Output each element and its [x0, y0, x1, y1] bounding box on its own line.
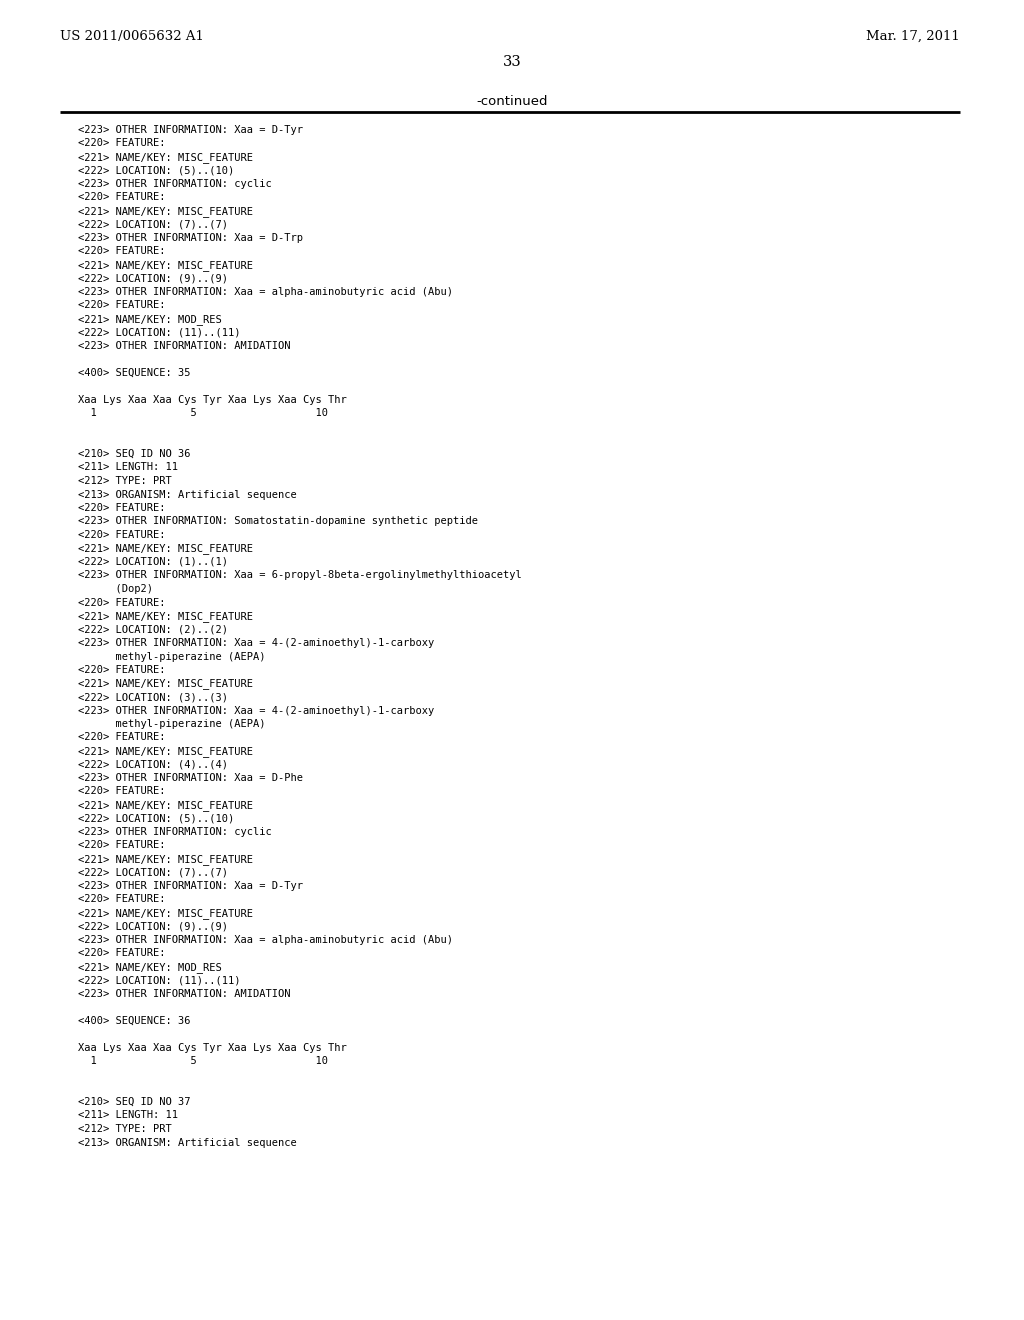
- Text: <222> LOCATION: (5)..(10): <222> LOCATION: (5)..(10): [78, 813, 234, 824]
- Text: Mar. 17, 2011: Mar. 17, 2011: [866, 30, 961, 44]
- Text: 1               5                   10: 1 5 10: [78, 408, 328, 418]
- Text: <223> OTHER INFORMATION: Xaa = alpha-aminobutyric acid (Abu): <223> OTHER INFORMATION: Xaa = alpha-ami…: [78, 286, 453, 297]
- Text: <221> NAME/KEY: MOD_RES: <221> NAME/KEY: MOD_RES: [78, 962, 222, 973]
- Text: <221> NAME/KEY: MISC_FEATURE: <221> NAME/KEY: MISC_FEATURE: [78, 260, 253, 271]
- Text: 1               5                   10: 1 5 10: [78, 1056, 328, 1067]
- Text: <221> NAME/KEY: MISC_FEATURE: <221> NAME/KEY: MISC_FEATURE: [78, 908, 253, 919]
- Text: <223> OTHER INFORMATION: cyclic: <223> OTHER INFORMATION: cyclic: [78, 828, 271, 837]
- Text: <221> NAME/KEY: MOD_RES: <221> NAME/KEY: MOD_RES: [78, 314, 222, 325]
- Text: <211> LENGTH: 11: <211> LENGTH: 11: [78, 1110, 178, 1121]
- Text: <222> LOCATION: (5)..(10): <222> LOCATION: (5)..(10): [78, 165, 234, 176]
- Text: <400> SEQUENCE: 36: <400> SEQUENCE: 36: [78, 1016, 190, 1026]
- Text: US 2011/0065632 A1: US 2011/0065632 A1: [60, 30, 204, 44]
- Text: <221> NAME/KEY: MISC_FEATURE: <221> NAME/KEY: MISC_FEATURE: [78, 152, 253, 162]
- Text: <222> LOCATION: (9)..(9): <222> LOCATION: (9)..(9): [78, 921, 228, 932]
- Text: Xaa Lys Xaa Xaa Cys Tyr Xaa Lys Xaa Cys Thr: Xaa Lys Xaa Xaa Cys Tyr Xaa Lys Xaa Cys …: [78, 395, 347, 405]
- Text: 33: 33: [503, 55, 521, 69]
- Text: <222> LOCATION: (7)..(7): <222> LOCATION: (7)..(7): [78, 867, 228, 878]
- Text: <221> NAME/KEY: MISC_FEATURE: <221> NAME/KEY: MISC_FEATURE: [78, 800, 253, 810]
- Text: <220> FEATURE:: <220> FEATURE:: [78, 503, 166, 513]
- Text: <222> LOCATION: (3)..(3): <222> LOCATION: (3)..(3): [78, 692, 228, 702]
- Text: <212> TYPE: PRT: <212> TYPE: PRT: [78, 1125, 172, 1134]
- Text: <210> SEQ ID NO 36: <210> SEQ ID NO 36: [78, 449, 190, 459]
- Text: <222> LOCATION: (4)..(4): <222> LOCATION: (4)..(4): [78, 759, 228, 770]
- Text: <222> LOCATION: (11)..(11): <222> LOCATION: (11)..(11): [78, 975, 241, 986]
- Text: <220> FEATURE:: <220> FEATURE:: [78, 949, 166, 958]
- Text: methyl-piperazine (AEPA): methyl-piperazine (AEPA): [78, 719, 265, 729]
- Text: <223> OTHER INFORMATION: Xaa = D-Tyr: <223> OTHER INFORMATION: Xaa = D-Tyr: [78, 880, 303, 891]
- Text: <222> LOCATION: (2)..(2): <222> LOCATION: (2)..(2): [78, 624, 228, 635]
- Text: <223> OTHER INFORMATION: cyclic: <223> OTHER INFORMATION: cyclic: [78, 180, 271, 189]
- Text: <221> NAME/KEY: MISC_FEATURE: <221> NAME/KEY: MISC_FEATURE: [78, 611, 253, 622]
- Text: <220> FEATURE:: <220> FEATURE:: [78, 733, 166, 742]
- Text: <220> FEATURE:: <220> FEATURE:: [78, 787, 166, 796]
- Text: Xaa Lys Xaa Xaa Cys Tyr Xaa Lys Xaa Cys Thr: Xaa Lys Xaa Xaa Cys Tyr Xaa Lys Xaa Cys …: [78, 1043, 347, 1053]
- Text: <223> OTHER INFORMATION: Xaa = alpha-aminobutyric acid (Abu): <223> OTHER INFORMATION: Xaa = alpha-ami…: [78, 935, 453, 945]
- Text: <222> LOCATION: (1)..(1): <222> LOCATION: (1)..(1): [78, 557, 228, 568]
- Text: <213> ORGANISM: Artificial sequence: <213> ORGANISM: Artificial sequence: [78, 490, 297, 499]
- Text: <210> SEQ ID NO 37: <210> SEQ ID NO 37: [78, 1097, 190, 1107]
- Text: <220> FEATURE:: <220> FEATURE:: [78, 665, 166, 675]
- Text: <220> FEATURE:: <220> FEATURE:: [78, 301, 166, 310]
- Text: <213> ORGANISM: Artificial sequence: <213> ORGANISM: Artificial sequence: [78, 1138, 297, 1147]
- Text: <221> NAME/KEY: MISC_FEATURE: <221> NAME/KEY: MISC_FEATURE: [78, 854, 253, 865]
- Text: <223> OTHER INFORMATION: Xaa = D-Trp: <223> OTHER INFORMATION: Xaa = D-Trp: [78, 234, 303, 243]
- Text: <222> LOCATION: (7)..(7): <222> LOCATION: (7)..(7): [78, 219, 228, 230]
- Text: <211> LENGTH: 11: <211> LENGTH: 11: [78, 462, 178, 473]
- Text: <220> FEATURE:: <220> FEATURE:: [78, 598, 166, 607]
- Text: <220> FEATURE:: <220> FEATURE:: [78, 841, 166, 850]
- Text: <221> NAME/KEY: MISC_FEATURE: <221> NAME/KEY: MISC_FEATURE: [78, 678, 253, 689]
- Text: (Dop2): (Dop2): [78, 583, 153, 594]
- Text: <223> OTHER INFORMATION: Xaa = D-Tyr: <223> OTHER INFORMATION: Xaa = D-Tyr: [78, 125, 303, 135]
- Text: <220> FEATURE:: <220> FEATURE:: [78, 895, 166, 904]
- Text: <222> LOCATION: (9)..(9): <222> LOCATION: (9)..(9): [78, 273, 228, 284]
- Text: -continued: -continued: [476, 95, 548, 108]
- Text: <220> FEATURE:: <220> FEATURE:: [78, 247, 166, 256]
- Text: <220> FEATURE:: <220> FEATURE:: [78, 139, 166, 149]
- Text: <221> NAME/KEY: MISC_FEATURE: <221> NAME/KEY: MISC_FEATURE: [78, 544, 253, 554]
- Text: <223> OTHER INFORMATION: Xaa = D-Phe: <223> OTHER INFORMATION: Xaa = D-Phe: [78, 774, 303, 783]
- Text: <223> OTHER INFORMATION: Xaa = 4-(2-aminoethyl)-1-carboxy: <223> OTHER INFORMATION: Xaa = 4-(2-amin…: [78, 705, 434, 715]
- Text: <223> OTHER INFORMATION: Somatostatin-dopamine synthetic peptide: <223> OTHER INFORMATION: Somatostatin-do…: [78, 516, 478, 527]
- Text: <223> OTHER INFORMATION: Xaa = 4-(2-aminoethyl)-1-carboxy: <223> OTHER INFORMATION: Xaa = 4-(2-amin…: [78, 638, 434, 648]
- Text: <223> OTHER INFORMATION: Xaa = 6-propyl-8beta-ergolinylmethylthioacetyl: <223> OTHER INFORMATION: Xaa = 6-propyl-…: [78, 570, 522, 581]
- Text: methyl-piperazine (AEPA): methyl-piperazine (AEPA): [78, 652, 265, 661]
- Text: <212> TYPE: PRT: <212> TYPE: PRT: [78, 477, 172, 486]
- Text: <223> OTHER INFORMATION: AMIDATION: <223> OTHER INFORMATION: AMIDATION: [78, 989, 291, 999]
- Text: <220> FEATURE:: <220> FEATURE:: [78, 531, 166, 540]
- Text: <221> NAME/KEY: MISC_FEATURE: <221> NAME/KEY: MISC_FEATURE: [78, 746, 253, 756]
- Text: <400> SEQUENCE: 35: <400> SEQUENCE: 35: [78, 368, 190, 378]
- Text: <222> LOCATION: (11)..(11): <222> LOCATION: (11)..(11): [78, 327, 241, 338]
- Text: <220> FEATURE:: <220> FEATURE:: [78, 193, 166, 202]
- Text: <223> OTHER INFORMATION: AMIDATION: <223> OTHER INFORMATION: AMIDATION: [78, 341, 291, 351]
- Text: <221> NAME/KEY: MISC_FEATURE: <221> NAME/KEY: MISC_FEATURE: [78, 206, 253, 216]
